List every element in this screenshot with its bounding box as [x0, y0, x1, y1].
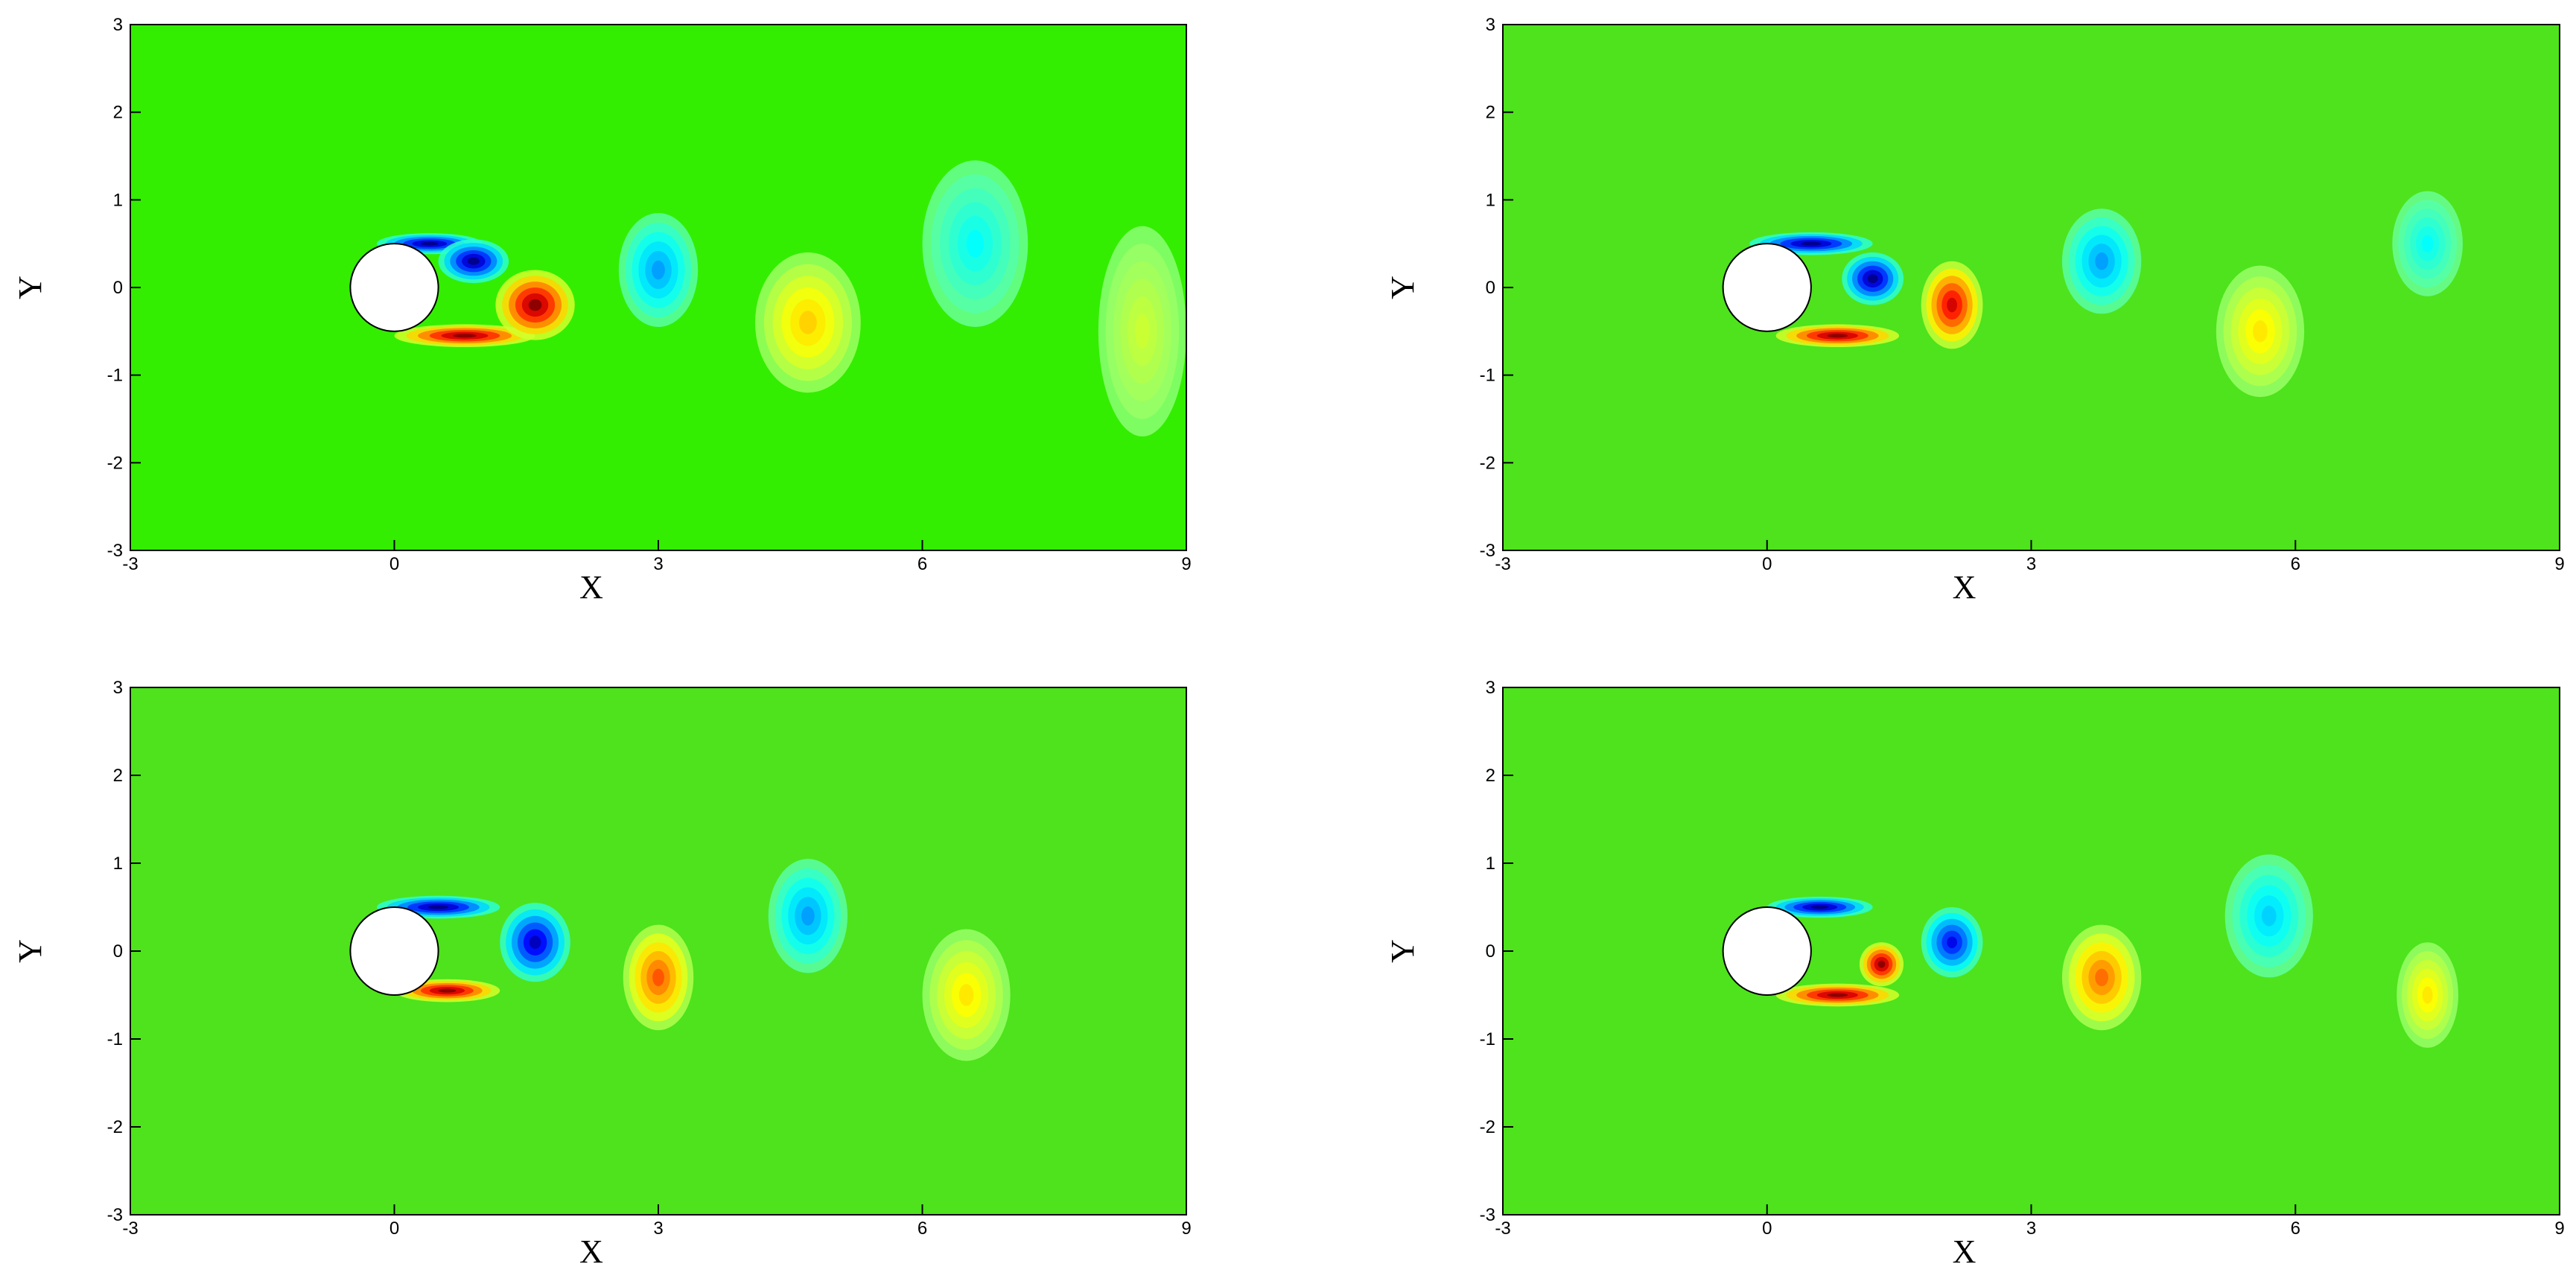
x-tick-label: 9	[2554, 554, 2564, 574]
y-tick-label: -3	[1480, 541, 1495, 561]
y-tick-label: -1	[107, 366, 123, 386]
vortex-contour	[799, 311, 817, 334]
vortex-contour	[1947, 297, 1957, 313]
vortex-contour	[1947, 936, 1957, 949]
vortex-contour	[1827, 993, 1848, 997]
y-tick-label: -2	[1480, 453, 1495, 473]
vortex-contour	[966, 229, 985, 258]
vortex-contour	[2422, 986, 2433, 1004]
y-tick-label: -2	[1480, 1117, 1495, 1137]
x-tick-label: 6	[2291, 554, 2300, 574]
cylinder	[349, 243, 439, 332]
x-axis-label: X	[1953, 1233, 1976, 1270]
x-axis-label: X	[1953, 569, 1976, 606]
x-tick-label: 0	[1762, 554, 1772, 574]
field	[376, 160, 1186, 437]
vortex-contour	[453, 334, 477, 338]
panel: -3 0 3 6 9 -3 -2 -1 0 1 2 3 X Y	[12, 678, 1192, 1270]
x-tick-label: -3	[1495, 1218, 1510, 1239]
x-tick-label: 9	[1181, 1218, 1191, 1239]
vortex-contour	[528, 299, 542, 311]
panel: -3 0 3 6 9 -3 -2 -1 0 1 2 3 X Y	[1384, 15, 2565, 606]
x-axis-label: X	[579, 1233, 603, 1270]
y-axis-label: Y	[12, 939, 48, 963]
y-tick-label: 1	[113, 854, 123, 874]
x-tick-label: -3	[1495, 554, 1510, 574]
vortex-contour	[467, 257, 480, 265]
vortex-contour	[427, 905, 449, 909]
y-axis-label: Y	[12, 276, 48, 299]
vortex-contour	[2421, 235, 2434, 252]
cylinder	[1722, 906, 1812, 996]
y-tick-label: -1	[1480, 1029, 1495, 1049]
vortex-contour	[652, 260, 665, 280]
field	[1766, 854, 2459, 1048]
x-tick-label: 0	[1762, 1218, 1772, 1239]
y-tick-label: 3	[113, 15, 123, 35]
y-tick-label: 1	[1486, 854, 1495, 874]
x-tick-label: 6	[2291, 1218, 2300, 1239]
x-tick-label: 3	[2026, 554, 2036, 574]
cylinder	[1722, 243, 1812, 332]
x-tick-label: 9	[1181, 554, 1191, 574]
vortex-contour	[2261, 906, 2277, 927]
y-tick-label: -2	[107, 1117, 123, 1137]
x-tick-label: -3	[122, 1218, 138, 1239]
y-tick-label: 2	[1486, 103, 1495, 123]
y-axis-label: Y	[1384, 939, 1421, 963]
y-tick-label: 0	[113, 941, 123, 962]
y-tick-label: 2	[113, 103, 123, 123]
vortex-contour	[2253, 320, 2268, 343]
x-axis-label: X	[579, 569, 603, 606]
y-tick-label: -3	[1480, 1205, 1495, 1225]
y-tick-label: 1	[1486, 190, 1495, 210]
x-tick-label: 6	[917, 554, 927, 574]
vortex-contour	[420, 241, 439, 246]
y-tick-label: -1	[1480, 366, 1495, 386]
vortex-contour	[2095, 968, 2108, 987]
vortex-contour	[529, 935, 541, 950]
x-tick-label: 6	[917, 1218, 927, 1239]
vortex-contour	[801, 906, 815, 926]
field	[1749, 191, 2463, 398]
vortex-contour	[1135, 314, 1150, 349]
field	[376, 859, 1011, 1061]
x-tick-label: 9	[2554, 1218, 2564, 1239]
plot-background	[1503, 25, 2560, 550]
y-tick-label: -3	[107, 541, 123, 561]
y-tick-label: -3	[107, 1205, 123, 1225]
y-tick-label: 1	[113, 190, 123, 210]
x-tick-label: 3	[2026, 1218, 2036, 1239]
vortex-contour	[958, 984, 974, 1006]
y-tick-label: 3	[113, 678, 123, 698]
y-tick-label: 0	[113, 278, 123, 298]
cylinder	[349, 906, 439, 996]
x-tick-label: 0	[389, 554, 399, 574]
vortex-contour	[652, 968, 664, 987]
x-tick-label: 0	[389, 1218, 399, 1239]
y-axis-label: Y	[1384, 276, 1421, 299]
y-tick-label: 0	[1486, 278, 1495, 298]
vortex-contour	[1827, 334, 1848, 338]
vortex-contour	[438, 988, 457, 993]
y-tick-label: 0	[1486, 941, 1495, 962]
y-tick-label: 3	[1486, 15, 1495, 35]
vortex-contour	[1801, 241, 1822, 246]
y-tick-label: 3	[1486, 678, 1495, 698]
vortex-contour	[1877, 960, 1886, 968]
vortex-contour	[1867, 274, 1878, 284]
plot-background	[1503, 687, 2560, 1215]
y-tick-label: 2	[1486, 766, 1495, 786]
panel: -3 0 3 6 9 -3 -2 -1 0 1 2 3 X Y	[12, 15, 1192, 606]
x-tick-label: -3	[122, 554, 138, 574]
x-tick-label: 3	[653, 1218, 663, 1239]
y-tick-label: -2	[107, 453, 123, 473]
y-tick-label: 2	[113, 766, 123, 786]
y-tick-label: -1	[107, 1029, 123, 1049]
panel: -3 0 3 6 9 -3 -2 -1 0 1 2 3 X Y	[1384, 678, 2565, 1270]
vortex-contour	[1810, 905, 1829, 909]
vortex-contour	[2095, 252, 2108, 270]
x-tick-label: 3	[653, 554, 663, 574]
